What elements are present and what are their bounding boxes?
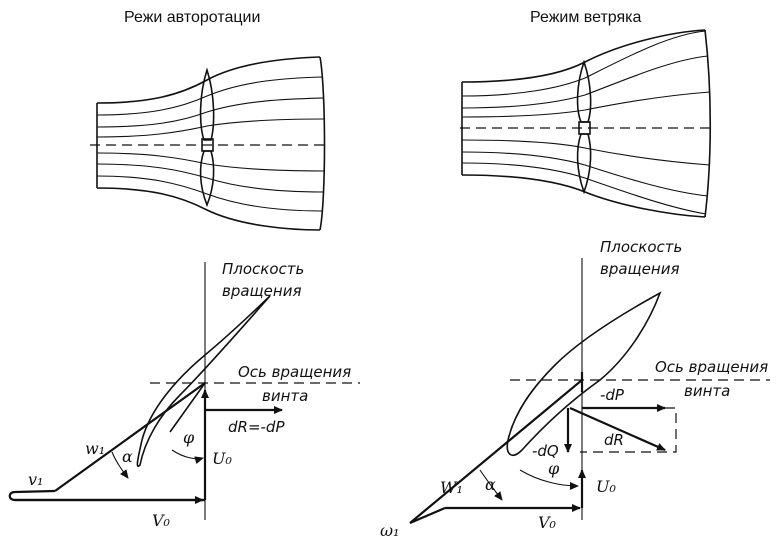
rotation-plane-label-2: вращения — [222, 282, 302, 300]
rotor-blade-upper — [199, 67, 215, 141]
windmill-axis-label-1: Ось вращения — [655, 358, 768, 376]
rotation-plane-label-1: Плоскость — [222, 260, 304, 278]
windmill-minus-dp-label: -dP — [600, 386, 625, 404]
windmill-u0-label: U₀ — [596, 477, 616, 496]
autorotation-stream-tube: Режи авторотации — [90, 9, 330, 231]
windmill-velocity-diagram: Плоскость вращения Ось вращения винта W₁… — [380, 238, 770, 540]
windmill-phi-arc — [519, 469, 579, 490]
alpha-label: α — [122, 447, 133, 466]
windmill-axis-label-2: винта — [684, 382, 730, 400]
windmill-phi-label: φ — [548, 459, 560, 478]
windmill-rotation-plane-label-2: вращения — [600, 260, 680, 278]
phi-label: φ — [183, 428, 195, 447]
autorotation-velocity-diagram: Плоскость вращения Ось вращения винта v₁… — [8, 260, 360, 530]
force-label: dR=-dP — [228, 418, 285, 436]
windmill-omega1-label: ω₁ — [380, 521, 399, 540]
u0-label: U₀ — [212, 449, 232, 468]
v1-vector — [8, 489, 205, 502]
windmill-airfoil-section — [506, 291, 662, 456]
alpha-arc — [111, 451, 129, 479]
w1-label: w₁ — [85, 439, 105, 458]
rotor-hub — [201, 138, 214, 152]
windmill-title: Режим ветряка — [530, 9, 642, 26]
w1-vector — [54, 382, 206, 492]
windmill-dr-vector — [569, 406, 666, 452]
windmill-omega1-vector — [409, 506, 446, 525]
tube-bottom-boundary — [96, 187, 321, 231]
windmill-w1-label: W₁ — [440, 478, 463, 497]
windmill-rotation-plane-label-1: Плоскость — [600, 238, 682, 256]
phi-arc — [171, 449, 204, 465]
axis-label-1: Ось вращения — [238, 363, 351, 381]
autorotation-title: Режи авторотации — [124, 9, 260, 26]
airfoil-section — [136, 295, 271, 467]
v1-label: v₁ — [28, 470, 43, 489]
windmill-alpha-label: α — [485, 475, 496, 494]
windmill-blade-upper — [576, 59, 592, 123]
windmill-w1-vector — [409, 379, 583, 524]
windmill-dq-label: -dQ — [532, 442, 559, 460]
windmill-stream-tube: Режим ветряка — [460, 9, 712, 218]
windmill-v0-label: V₀ — [538, 513, 557, 532]
axis-label-2: винта — [262, 387, 308, 405]
v0-label: V₀ — [152, 511, 171, 530]
tube-top-boundary — [96, 56, 321, 104]
windmill-alpha-arc — [479, 469, 503, 501]
windmill-dr-label: dR — [604, 431, 624, 449]
windmill-rotor-hub — [578, 121, 591, 135]
